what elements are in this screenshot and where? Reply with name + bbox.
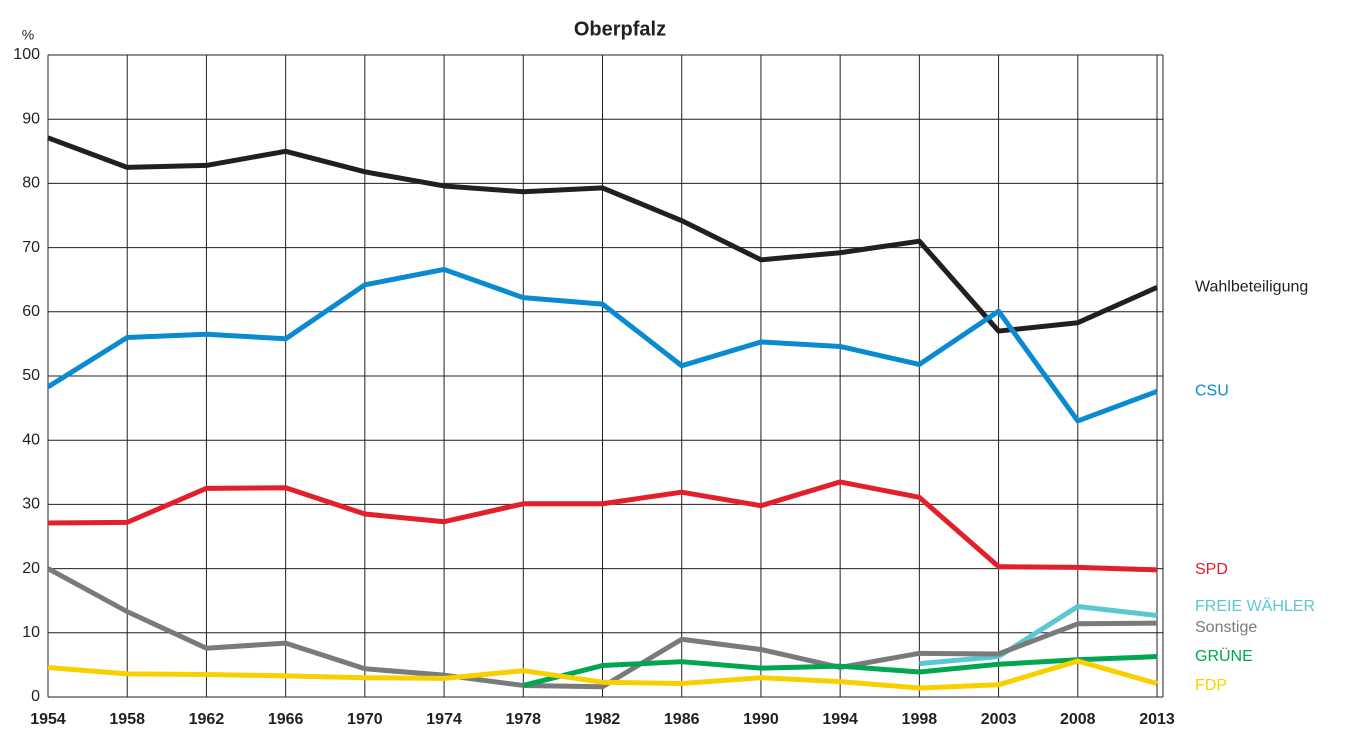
y-tick-label: 0 [31, 688, 40, 705]
legend-label: CSU [1195, 383, 1229, 400]
x-tick-label: 2003 [981, 711, 1017, 728]
y-tick-label: 80 [22, 175, 40, 192]
y-tick-label: 40 [22, 431, 40, 448]
x-tick-label: 1998 [902, 711, 938, 728]
chart-title: Oberpfalz [574, 18, 666, 40]
x-tick-label: 1990 [743, 711, 779, 728]
y-axis-label: % [22, 27, 34, 43]
y-tick-label: 30 [22, 496, 40, 513]
legend-label: SPD [1195, 561, 1228, 578]
y-tick-label: 20 [22, 560, 40, 577]
series-line [46, 266, 1158, 424]
series-line [47, 658, 1158, 691]
y-tick-label: 100 [13, 46, 40, 63]
legend-label: GRÜNE [1195, 647, 1253, 665]
x-tick-label: 1978 [505, 711, 541, 728]
y-tick-label: 10 [22, 624, 40, 641]
series-line [47, 135, 1159, 334]
series-line [47, 479, 1158, 573]
y-tick-label: 90 [22, 110, 40, 127]
series-line [919, 603, 1158, 667]
legend-label: FDP [1195, 677, 1227, 694]
x-tick-label: 1962 [189, 711, 225, 728]
x-tick-label: 1970 [347, 711, 383, 728]
x-tick-label: 1982 [585, 711, 621, 728]
x-tick-label: 2008 [1060, 711, 1096, 728]
legend-label: Wahlbeteiligung [1195, 279, 1308, 296]
x-tick-label: 1958 [109, 711, 145, 728]
x-tick-label: 1954 [30, 711, 66, 728]
x-tick-label: 1994 [822, 711, 858, 728]
y-tick-label: 70 [22, 239, 40, 256]
x-tick-label: 1966 [268, 711, 304, 728]
legend-label: Sonstige [1195, 619, 1257, 636]
y-tick-label: 50 [22, 367, 40, 384]
series-line [46, 566, 1158, 690]
x-tick-label: 1974 [426, 711, 462, 728]
x-tick-label: 1986 [664, 711, 700, 728]
series-line [522, 654, 1158, 688]
legend-label: FREIE WÄHLER [1195, 597, 1315, 615]
x-tick-label: 2013 [1139, 711, 1175, 728]
y-tick-label: 60 [22, 303, 40, 320]
